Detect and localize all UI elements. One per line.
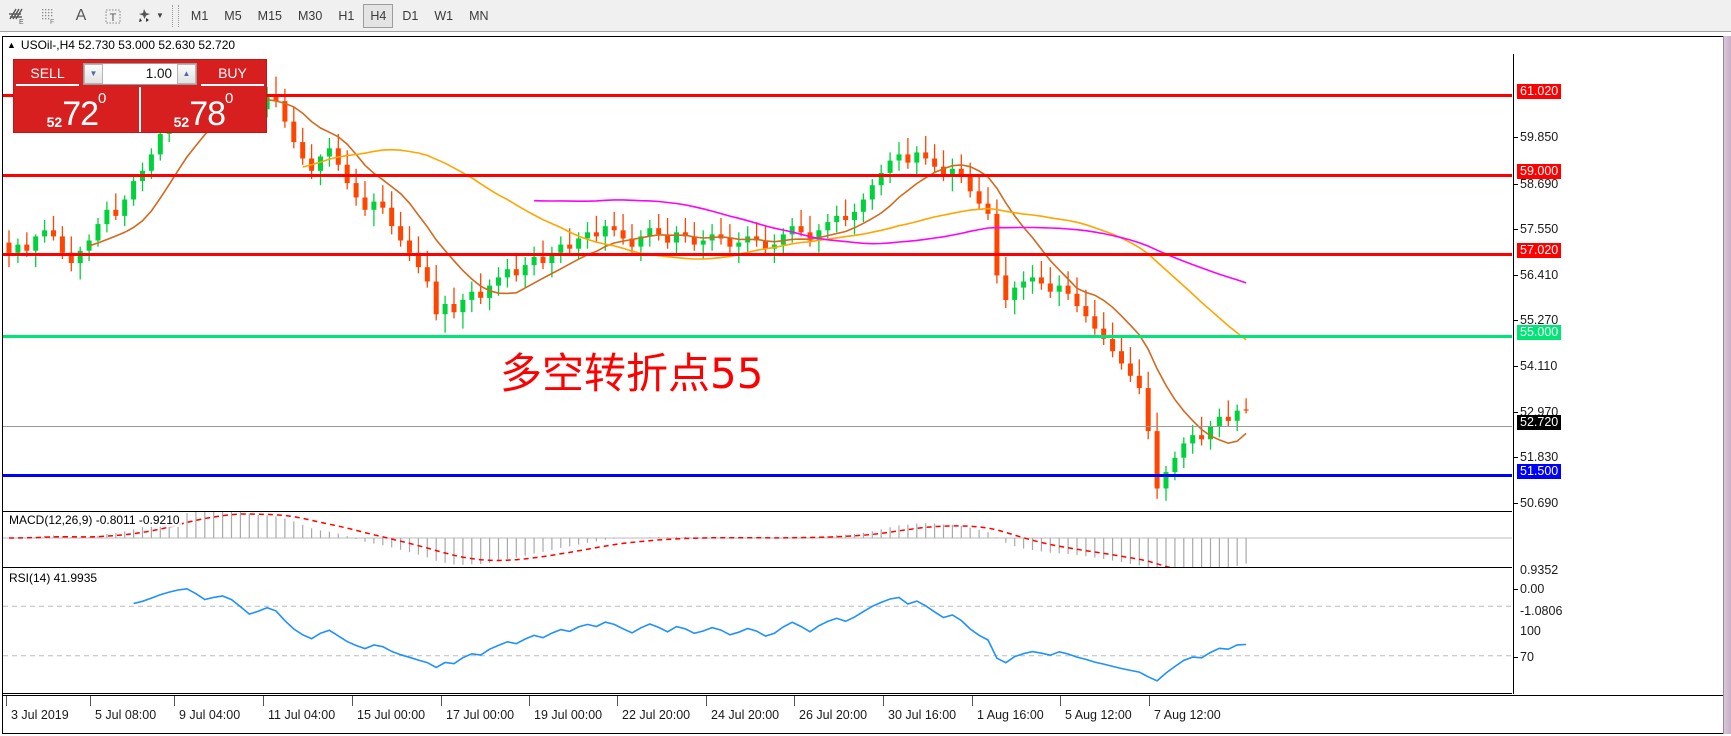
sell-price-main: 72 [62,95,99,133]
window-right-edge [1723,36,1731,734]
text-icon[interactable]: A [66,3,96,29]
price-label-55000: 55.000 [1517,325,1562,340]
timeframe-m30[interactable]: M30 [298,8,323,23]
price-label-54110: 54.110 [1513,359,1558,373]
price-candlestick-plot [6,72,1249,501]
time-label-1: 5 Jul 08:00 [89,696,157,722]
rsi-label: RSI(14) 41.9935 [7,571,100,585]
price-label-61020: 61.020 [1517,84,1562,99]
buy-price-sup: 0 [225,90,234,107]
time-label-7: 22 Jul 20:00 [616,696,691,722]
time-label-6: 19 Jul 00:00 [528,696,603,722]
price-label-57550: 57.550 [1513,222,1559,236]
price-label-59850: 59.850 [1513,130,1559,144]
trade-panel-prices: 52 72 0 52 78 0 [14,87,266,132]
toolbar-separator [171,4,179,27]
price-label-10806: -1.0806 [1520,604,1563,618]
time-label-5: 17 Jul 00:00 [440,696,515,722]
price-label-100: 100 [1520,624,1541,638]
macd-plot [3,512,1512,567]
price-label-70: 70 [1514,650,1534,664]
timeframe-mn[interactable]: MN [469,8,489,23]
level-line-current-price [3,426,1512,427]
price-label-09352: 0.9352 [1520,563,1559,577]
one-click-trading-panel[interactable]: SELL ▼ 1.00 ▲ BUY 52 72 0 52 78 0 [13,59,267,133]
objects-icon[interactable] [130,3,160,29]
volume-stepper[interactable]: ▼ 1.00 ▲ [83,62,197,85]
buy-price-main: 78 [189,95,226,133]
time-label-2: 9 Jul 04:00 [173,696,241,722]
level-line-51500[interactable] [3,474,1512,477]
price-label-59000: 59.000 [1517,164,1562,179]
trade-panel-controls: SELL ▼ 1.00 ▲ BUY [14,60,266,87]
svg-text:E: E [19,19,24,26]
text-label-icon[interactable]: T [98,3,128,29]
time-label-8: 24 Jul 20:00 [705,696,780,722]
chart-annotation-text[interactable]: 多空转折点55 [500,349,764,398]
timeframe-d1[interactable]: D1 [402,8,419,23]
objects-dropdown-caret[interactable]: ▼ [156,11,164,20]
price-label-58690: 58.690 [1513,177,1559,191]
price-label-51830: 51.830 [1513,450,1559,464]
rsi-pane[interactable] [3,569,1512,694]
price-label-50690: 50.690 [1513,496,1559,510]
buy-price-prefix: 52 [173,114,190,130]
timeframe-w1[interactable]: W1 [434,8,454,23]
price-label-57020: 57.020 [1517,243,1562,258]
price-label-52720: 52.720 [1517,415,1562,430]
buy-price-display[interactable]: 52 78 0 [139,87,266,132]
timeframe-h4[interactable]: H4 [363,3,394,28]
buy-button[interactable]: BUY [201,61,264,86]
sell-button[interactable]: SELL [16,61,79,86]
time-label-10: 30 Jul 16:00 [882,696,957,722]
indicators-icon[interactable]: E [2,3,32,29]
timeframe-m5[interactable]: M5 [224,8,242,23]
price-label-56410: 56.410 [1513,268,1559,282]
level-line-61020[interactable] [3,94,1512,97]
price-label-51500: 51.500 [1517,464,1562,479]
time-label-3: 11 Jul 04:00 [262,696,336,722]
sell-price-display[interactable]: 52 72 0 [14,87,139,132]
timeframe-h1[interactable]: H1 [338,8,355,23]
macd-pane[interactable] [3,511,1512,568]
volume-decrement-button[interactable]: ▼ [84,63,103,84]
timeframe-m15[interactable]: M15 [257,8,282,23]
level-line-57020[interactable] [3,253,1512,256]
rsi-plot [3,587,1512,682]
volume-value[interactable]: 1.00 [145,66,172,81]
time-label-12: 5 Aug 12:00 [1060,696,1132,722]
quote-bar: ▲ USOil-,H4 52.730 53.000 52.630 52.720 [3,37,1728,53]
svg-text:F: F [50,19,54,26]
quote-bar-text: USOil-,H4 52.730 53.000 52.630 52.720 [20,38,236,52]
price-label-55270: 55.270 [1513,313,1559,327]
macd-label: MACD(12,26,9) -0.8011 -0.9210 [7,513,182,527]
templates-icon[interactable]: F [34,3,64,29]
volume-increment-button[interactable]: ▲ [177,63,196,84]
sell-price-prefix: 52 [46,114,63,130]
time-label-0: 3 Jul 2019 [6,696,69,722]
time-label-11: 1 Aug 16:00 [972,696,1044,722]
price-pane[interactable] [3,54,1512,509]
sell-price-sup: 0 [98,90,107,107]
time-scale-axis[interactable]: 3 Jul 2019 5 Jul 08:00 9 Jul 04:00 11 Jul 0… [3,695,1725,733]
collapse-triangle-icon[interactable]: ▲ [7,39,16,50]
time-label-9: 26 Jul 20:00 [793,696,868,722]
chart-area[interactable]: ▲ USOil-,H4 52.730 53.000 52.630 52.720 … [2,36,1729,734]
price-scale-axis[interactable]: 61.020 59.850 59.000 58.690 57.550 57.020 56.4… [1513,54,1725,712]
price-label-000: 0.00 [1513,582,1545,596]
timeframe-m1[interactable]: M1 [190,8,209,23]
level-line-55000[interactable] [3,335,1512,338]
text-icon-glyph: A [75,6,87,24]
chart-toolbar: E F A [0,0,1731,32]
time-label-13: 7 Aug 12:00 [1149,696,1221,722]
level-line-59000[interactable] [3,174,1512,177]
svg-text:T: T [110,12,117,24]
time-label-4: 15 Jul 00:00 [351,696,426,722]
